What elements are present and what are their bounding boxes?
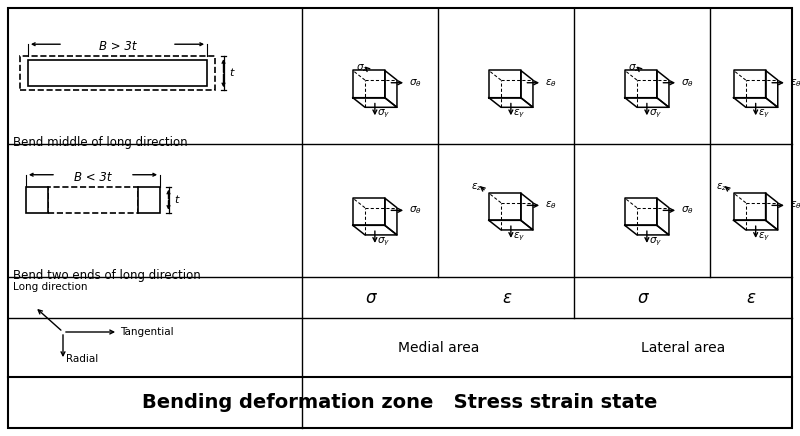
Text: $\varepsilon_{\theta}$: $\varepsilon_{\theta}$ (790, 77, 800, 89)
Text: $\varepsilon_z$: $\varepsilon_z$ (716, 182, 727, 194)
Text: $\sigma_z$: $\sigma_z$ (628, 62, 640, 74)
Text: t: t (229, 68, 234, 78)
Text: $\sigma_z$: $\sigma_z$ (356, 62, 368, 74)
Text: $\varepsilon_{\gamma}$: $\varepsilon_{\gamma}$ (758, 230, 770, 243)
Text: $\varepsilon_{\gamma}$: $\varepsilon_{\gamma}$ (758, 108, 770, 120)
Text: Radial: Radial (66, 354, 98, 364)
Text: $\varepsilon_z$: $\varepsilon_z$ (471, 182, 482, 194)
Bar (20, 56, 215, 90)
Text: $\sigma_{\gamma}$: $\sigma_{\gamma}$ (649, 235, 662, 248)
Text: ε: ε (502, 289, 511, 307)
Text: Tangential: Tangential (120, 327, 174, 337)
Text: $\sigma_{\theta}$: $\sigma_{\theta}$ (681, 77, 694, 89)
Text: Lateral area: Lateral area (641, 341, 726, 355)
Bar (26, 187, 48, 213)
Text: Bending deformation zone   Stress strain state: Bending deformation zone Stress strain s… (142, 393, 658, 412)
Text: t: t (174, 195, 178, 205)
Text: Bend two ends of long direction: Bend two ends of long direction (13, 269, 201, 282)
Text: $\sigma_{\theta}$: $\sigma_{\theta}$ (409, 204, 422, 216)
Text: $\sigma_{\gamma}$: $\sigma_{\gamma}$ (377, 108, 390, 120)
Text: $\varepsilon_{\gamma}$: $\varepsilon_{\gamma}$ (513, 108, 525, 120)
Text: Long direction: Long direction (13, 282, 87, 292)
Text: σ: σ (637, 289, 648, 307)
Text: $\sigma_{\gamma}$: $\sigma_{\gamma}$ (377, 235, 390, 248)
Text: Medial area: Medial area (398, 341, 479, 355)
Text: Bend middle of long direction: Bend middle of long direction (13, 136, 188, 149)
Text: ε: ε (746, 289, 756, 307)
Text: $\sigma_{\theta}$: $\sigma_{\theta}$ (409, 77, 422, 89)
Text: $\sigma_{\theta}$: $\sigma_{\theta}$ (681, 204, 694, 216)
Text: σ: σ (365, 289, 376, 307)
Text: $\varepsilon_{\theta}$: $\varepsilon_{\theta}$ (545, 77, 557, 89)
Text: $\varepsilon_{\gamma}$: $\varepsilon_{\gamma}$ (513, 230, 525, 243)
Bar (138, 187, 160, 213)
Bar (48, 187, 138, 213)
Text: $\varepsilon_{\theta}$: $\varepsilon_{\theta}$ (790, 200, 800, 211)
Bar (28, 60, 207, 86)
Text: $\sigma_{\gamma}$: $\sigma_{\gamma}$ (649, 108, 662, 120)
Text: $\varepsilon_{\theta}$: $\varepsilon_{\theta}$ (545, 200, 557, 211)
Text: B > 3t: B > 3t (98, 40, 136, 53)
Text: B < 3t: B < 3t (74, 171, 112, 184)
